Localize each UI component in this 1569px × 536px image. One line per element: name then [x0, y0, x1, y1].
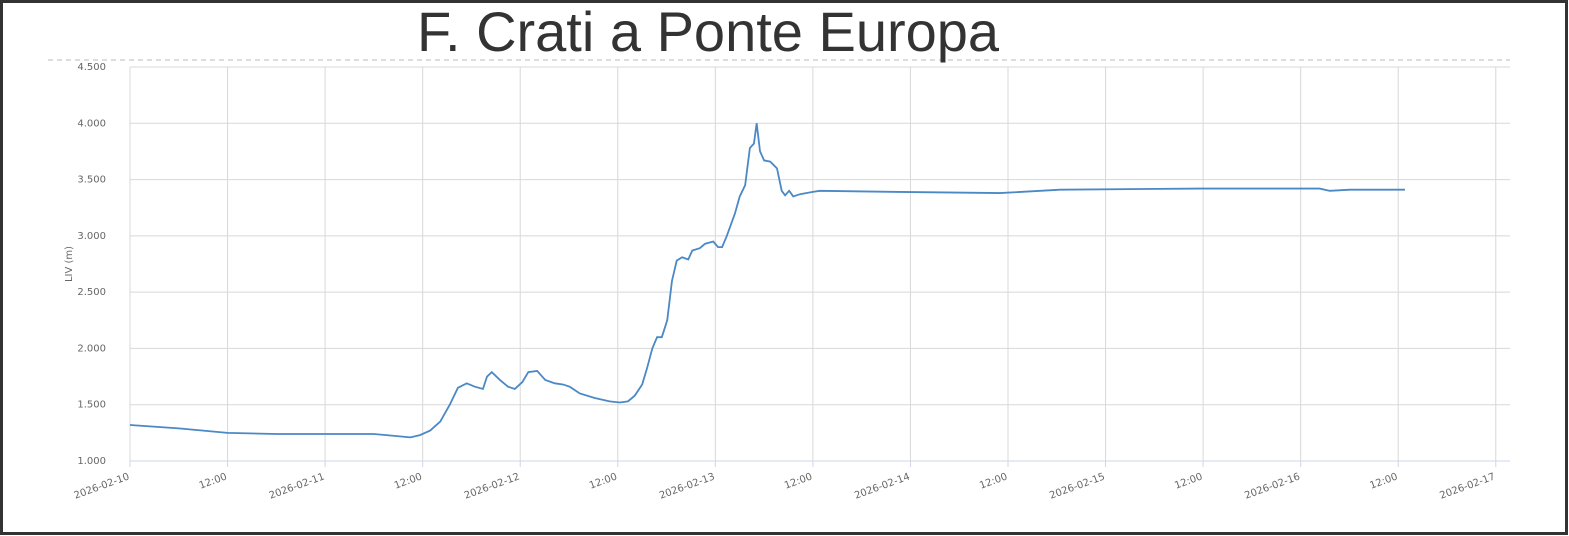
x-tick-label: 12:00 [588, 471, 619, 491]
x-tick-label: 2026-02-15 [1048, 471, 1106, 501]
y-tick-label: 1.000 [77, 456, 106, 467]
x-tick-label: 12:00 [1368, 471, 1399, 491]
x-tick-label: 2026-02-12 [463, 471, 521, 501]
y-axis-label: LIV (m) [64, 246, 75, 282]
x-tick-label: 12:00 [198, 471, 229, 491]
chart-title: F. Crati a Ponte Europa [417, 0, 1000, 63]
x-tick-label: 2026-02-13 [658, 471, 716, 501]
y-tick-label: 2.500 [77, 287, 106, 298]
x-tick-label: 12:00 [783, 471, 814, 491]
y-tick-label: 1.500 [77, 400, 106, 411]
x-tick-label: 2026-02-10 [73, 471, 131, 501]
data-line [129, 123, 1405, 439]
x-tick-label: 12:00 [978, 471, 1009, 491]
x-tick-label: 2026-02-14 [853, 471, 911, 501]
y-tick-label: 3.500 [77, 175, 106, 186]
y-tick-label: 2.000 [77, 343, 106, 354]
x-tick-label: 2026-02-16 [1243, 471, 1301, 501]
x-tick-label: 2026-02-11 [268, 471, 326, 501]
y-tick-label: 4.500 [77, 62, 106, 73]
x-tick-label: 12:00 [393, 471, 424, 491]
x-tick-label: 12:00 [1173, 471, 1204, 491]
y-tick-label: 3.000 [77, 231, 106, 242]
x-tick-label: 2026-02-17 [1438, 471, 1496, 501]
y-tick-label: 4.000 [77, 118, 106, 129]
